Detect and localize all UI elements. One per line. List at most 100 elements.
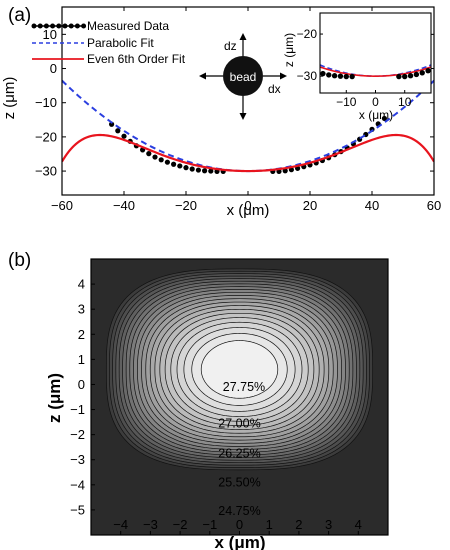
x-tick-label: −20	[175, 198, 197, 213]
bead-label: bead	[230, 70, 257, 84]
measured-data-point	[208, 168, 214, 174]
b-y-tick-label: −1	[70, 402, 85, 417]
legend-label-measured: Measured Data	[87, 19, 169, 33]
b-y-tick-label: −5	[70, 502, 85, 517]
inset-y-tick-label: −30	[297, 69, 318, 83]
b-y-tick-label: 2	[78, 327, 85, 342]
panel-a-xlabel: x (μm)	[227, 202, 270, 219]
inset-x-tick-label: 10	[398, 95, 412, 109]
b-x-tick-label: 4	[355, 517, 362, 532]
inset-measured-data-point	[331, 73, 338, 79]
measured-data-point	[202, 168, 208, 174]
inset-background	[320, 13, 431, 93]
measured-data-point	[121, 133, 127, 139]
legend-label-parabolic: Parabolic Fit	[87, 36, 154, 50]
contour-label: 27.75%	[223, 380, 265, 394]
measured-data-point	[171, 161, 177, 167]
legend-marker-measured	[62, 23, 68, 29]
legend-marker-measured	[56, 23, 62, 29]
legend-marker-measured	[37, 23, 43, 29]
inset-measured-data-point	[425, 67, 431, 74]
b-y-tick-label: −4	[70, 477, 85, 492]
arrow-down-head-icon	[239, 113, 247, 120]
x-tick-label: −40	[113, 198, 135, 213]
inset-y-tick-label: −20	[297, 27, 318, 41]
measured-data-point	[183, 165, 189, 171]
x-tick-label: 60	[427, 198, 441, 213]
b-y-tick-label: −3	[70, 452, 85, 467]
bead-annotation: bead dz dx	[199, 33, 287, 120]
inset-x-tick-label: −10	[336, 95, 357, 109]
bead-circle	[223, 56, 263, 96]
inset-measured-data-point	[396, 73, 402, 80]
measured-data-point	[152, 154, 158, 160]
b-x-tick-label: −4	[113, 517, 128, 532]
b-x-tick-label: −1	[202, 517, 217, 532]
inset-even-6th-order-fit-line	[320, 66, 431, 77]
inset-xlabel: x (μm)	[359, 108, 393, 122]
inset-measured-data-point	[320, 70, 326, 77]
contour-label: 25.50%	[218, 475, 260, 489]
panel-b-xlabel: x (μm)	[214, 533, 265, 550]
inset-measured-data-point	[326, 72, 332, 78]
panel-a-legend: Measured Data Parabolic Fit Even 6th Ord…	[31, 19, 186, 66]
b-y-tick-label: 0	[78, 377, 85, 392]
legend-marker-measured	[74, 23, 80, 29]
panel-b-label: (b)	[8, 250, 31, 271]
panel-b-ylabel: z (μm)	[45, 373, 64, 423]
panel-a-ylabel: z (μm)	[1, 77, 18, 120]
measured-data-point	[115, 128, 121, 134]
inset-ylabel: z (μm)	[282, 33, 296, 67]
inset-x-tick-label: 0	[372, 95, 379, 109]
legend-marker-measured	[43, 23, 49, 29]
inset-measured-data-point	[343, 73, 349, 80]
inset-measured-data-point	[349, 73, 355, 80]
x-tick-label: 20	[303, 198, 317, 213]
legend-marker-measured	[81, 23, 87, 29]
b-x-tick-label: −2	[173, 517, 188, 532]
x-tick-label: 40	[365, 198, 379, 213]
b-y-tick-label: 4	[78, 277, 85, 292]
arrow-right-head-icon	[280, 72, 287, 80]
legend-marker-measured	[31, 23, 37, 29]
x-tick-label: −60	[51, 198, 73, 213]
y-tick-label: −30	[35, 164, 57, 179]
measured-data-point	[381, 115, 387, 122]
legend-marker-measured	[68, 23, 74, 29]
b-y-tick-label: −2	[70, 427, 85, 442]
b-x-tick-label: 1	[266, 517, 273, 532]
b-x-tick-label: −3	[143, 517, 158, 532]
b-x-tick-label: 2	[295, 517, 302, 532]
measured-data-point	[158, 157, 164, 163]
panel-b-axes-box	[90, 258, 389, 536]
dz-label: dz	[224, 39, 237, 53]
y-tick-label: −10	[35, 95, 57, 110]
legend-label-even6: Even 6th Order Fit	[87, 52, 186, 66]
y-tick-label: −20	[35, 129, 57, 144]
arrow-left-head-icon	[199, 72, 206, 80]
contour-level	[200, 340, 279, 399]
panel-a-axes-box	[61, 6, 435, 196]
measured-data-point	[195, 167, 201, 173]
y-tick-label: 10	[43, 27, 57, 42]
contour-label: 24.75%	[218, 504, 260, 518]
dx-label: dx	[268, 82, 281, 96]
b-y-tick-label: 1	[78, 352, 85, 367]
inset-axes-box	[319, 12, 432, 94]
inset-measured-data-point	[337, 73, 344, 79]
b-x-tick-label: 0	[236, 517, 243, 532]
contour-label: 27.00%	[218, 416, 260, 430]
measured-data-point	[109, 121, 115, 127]
inset-measured-data-point	[419, 70, 425, 76]
b-x-tick-label: 3	[325, 517, 332, 532]
measured-data-point	[164, 159, 170, 165]
contour-label: 26.25%	[218, 446, 260, 460]
x-tick-label: 0	[244, 198, 251, 213]
inset-measured-data-point	[407, 73, 414, 79]
measured-data-point	[177, 163, 183, 169]
panel-a-plot: −60 −40 −20 0 20 40 60 10 0 −10 −20 −30	[35, 6, 441, 213]
panel-b-plot: 27.75% 27.00% 26.25% 25.50% 24.75% −4 −3 −2 −1 0…	[70, 258, 389, 536]
panel-a-label: (a)	[8, 5, 31, 26]
y-tick-label: 0	[50, 61, 57, 76]
